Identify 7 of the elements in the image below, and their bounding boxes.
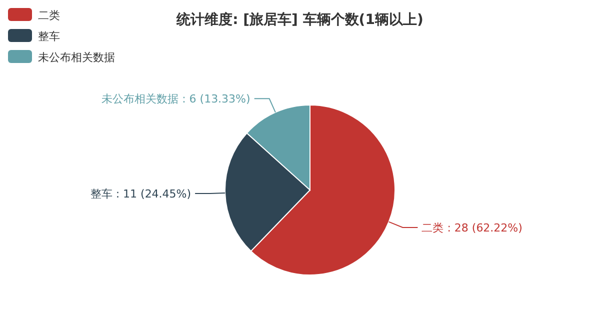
legend-label: 二类 [38,9,60,22]
legend-label: 未公布相关数据 [38,51,115,64]
data-label: 未公布相关数据 : 6 (13.33%) [102,92,250,106]
chart-title: 统计维度: [旅居车] 车辆个数(1辆以上) [176,11,424,28]
data-label: 整车 : 11 (24.45%) [90,187,192,200]
data-label: 二类 : 28 (62.22%) [422,221,522,234]
legend-label: 整车 [38,30,60,43]
